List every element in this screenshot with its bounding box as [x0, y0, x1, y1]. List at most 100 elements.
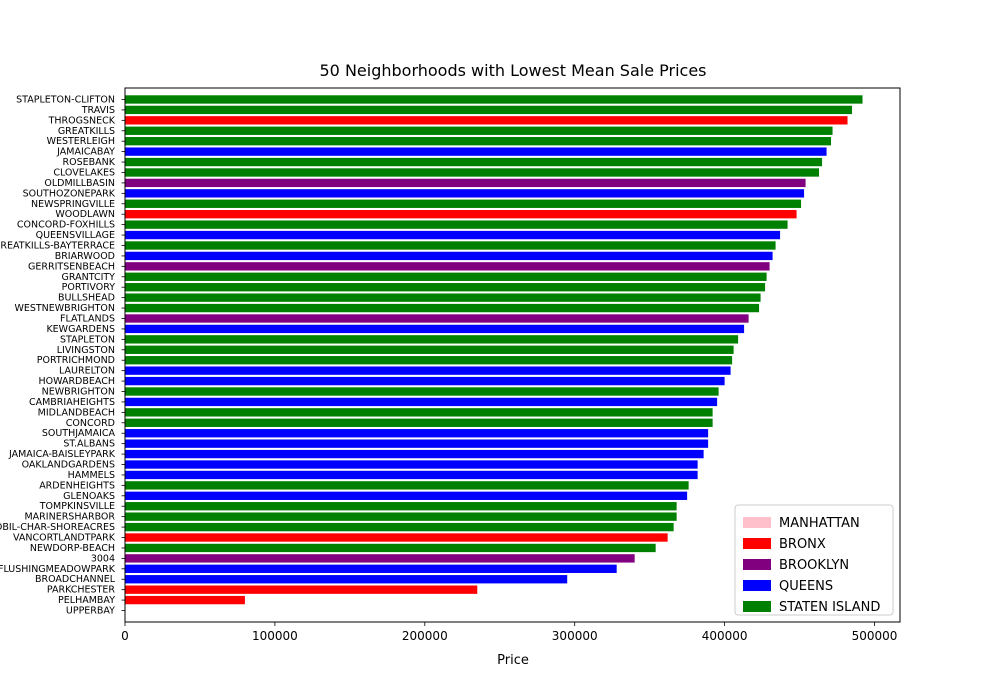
bar [125, 262, 770, 271]
legend-swatch [743, 601, 771, 612]
legend: MANHATTAN BRONX BROOKLYN QUEENS STATEN ISLAN… [734, 504, 894, 616]
y-tick-label: NEWBRIGHTON [42, 387, 115, 398]
bar [125, 324, 745, 334]
y-tick-label: LIVINGSTON [57, 345, 115, 356]
y-tick-label: HAMMELS [68, 470, 115, 481]
y-tick-label: CAMBRIAHEIGHTS [29, 397, 115, 408]
bar [125, 356, 733, 365]
bar [125, 157, 823, 167]
bar [125, 116, 848, 125]
y-tick-label: OAKLANDGARDENS [22, 460, 115, 471]
bar [125, 564, 617, 573]
bar [125, 449, 704, 459]
y-tick-label: GREATKILLS [58, 126, 115, 137]
bar [125, 502, 677, 511]
bar [125, 293, 761, 302]
bar [125, 366, 731, 375]
y-tick-label: SOUTHJAMAICA [42, 428, 116, 439]
bar [125, 210, 797, 219]
bar [125, 397, 718, 407]
y-tick-label: MIDLANDBEACH [38, 407, 115, 418]
y-tick-label: BRIARWOOD [55, 251, 115, 262]
legend-entry: BRONX [779, 537, 826, 552]
y-tick-label: GRANTCITY [62, 272, 116, 283]
bar [125, 418, 713, 427]
y-tick-label: ARDENHEIGHTS [39, 480, 115, 491]
bar [125, 595, 245, 605]
legend-box [734, 504, 894, 616]
x-tick-label: 0 [121, 629, 129, 643]
bar [125, 460, 698, 469]
bar [125, 241, 776, 250]
y-tick-label: JAMAICABAY [56, 147, 115, 158]
bar [125, 533, 668, 542]
bar [125, 272, 767, 281]
bar [125, 230, 781, 240]
y-tick-labels: STAPLETON-CLIFTONTRAVISTHROGSNECKGREATKI… [0, 94, 125, 617]
y-tick-label: KEWGARDENS [46, 324, 115, 335]
bar [125, 303, 760, 313]
y-tick-label: QUEENSVILLAGE [36, 230, 115, 241]
y-tick-label: NEWDORP-BEACH [30, 543, 115, 554]
y-tick-label: NEWSPRINGVILLE [31, 199, 115, 210]
y-tick-label: GERRITSENBEACH [28, 261, 115, 272]
legend-entry: QUEENS [779, 579, 833, 594]
legend-entry: STATEN ISLAND [779, 600, 880, 615]
y-tick-label: LAURELTON [59, 366, 115, 377]
bar [125, 470, 698, 480]
y-tick-label: HOWARDBEACH [38, 376, 115, 387]
y-tick-label: TOMPKINSVILLE [39, 501, 115, 512]
bar [125, 95, 863, 104]
y-tick-label: FLUSHINGMEADOWPARK [0, 564, 116, 575]
bar [125, 147, 827, 156]
y-tick-label: PELHAMBAY [58, 595, 115, 606]
y-tick-label: 3004 [91, 553, 115, 564]
bar [125, 522, 674, 532]
x-axis: 0 100000 200000 300000 400000 500000 [121, 622, 897, 643]
bar [125, 376, 725, 386]
legend-swatch [743, 517, 771, 528]
y-tick-label: FLATLANDS [60, 313, 115, 324]
bar [125, 335, 739, 344]
y-tick-label: OLDMILLBASIN [44, 178, 115, 189]
y-tick-label: PORTIVORY [62, 282, 116, 293]
y-tick-label: WESTERLEIGH [47, 136, 115, 147]
legend-swatch [743, 538, 771, 549]
bar [125, 554, 635, 563]
y-tick-label: JAMAICA-BAISLEYPARK [8, 449, 116, 460]
y-tick-label: CONCORD [66, 418, 115, 429]
bar [125, 408, 713, 417]
bars-layer [125, 95, 863, 605]
legend-entry: MANHATTAN [779, 516, 860, 531]
x-tick-label: 500000 [852, 629, 898, 643]
bar [125, 387, 719, 396]
y-tick-label: ROSSVILLE-PORTMOBIL-CHAR-SHOREACRES [0, 522, 115, 533]
bar [125, 481, 689, 490]
bar [125, 178, 806, 188]
legend-swatch [743, 580, 771, 591]
y-tick-label: TRAVIS [81, 105, 115, 116]
legend-swatch [743, 559, 771, 570]
x-tick-label: 300000 [552, 629, 598, 643]
bar [125, 283, 766, 292]
y-tick-label: PORTRICHMOND [37, 355, 115, 366]
bar [125, 105, 853, 115]
y-tick-label: WOODLAWN [55, 209, 115, 220]
y-tick-label: BULLSHEAD [58, 293, 115, 304]
x-tick-label: 200000 [402, 629, 448, 643]
legend-entry: BROOKLYN [779, 558, 849, 573]
bar [125, 575, 568, 584]
bar [125, 429, 709, 438]
bar [125, 439, 709, 448]
bar [125, 491, 688, 500]
chart-title: 50 Neighborhoods with Lowest Mean Sale P… [320, 61, 707, 80]
y-tick-label: STAPLETON [60, 334, 115, 345]
y-tick-label: MARINERSHARBOR [24, 512, 115, 523]
y-tick-label: STAPLETON-CLIFTON [16, 94, 115, 105]
y-tick-label: ROSEBANK [63, 157, 116, 168]
bar [125, 189, 805, 198]
y-tick-label: VANCORTLANDTPARK [13, 533, 116, 544]
bar [125, 251, 773, 261]
bar [125, 345, 734, 354]
